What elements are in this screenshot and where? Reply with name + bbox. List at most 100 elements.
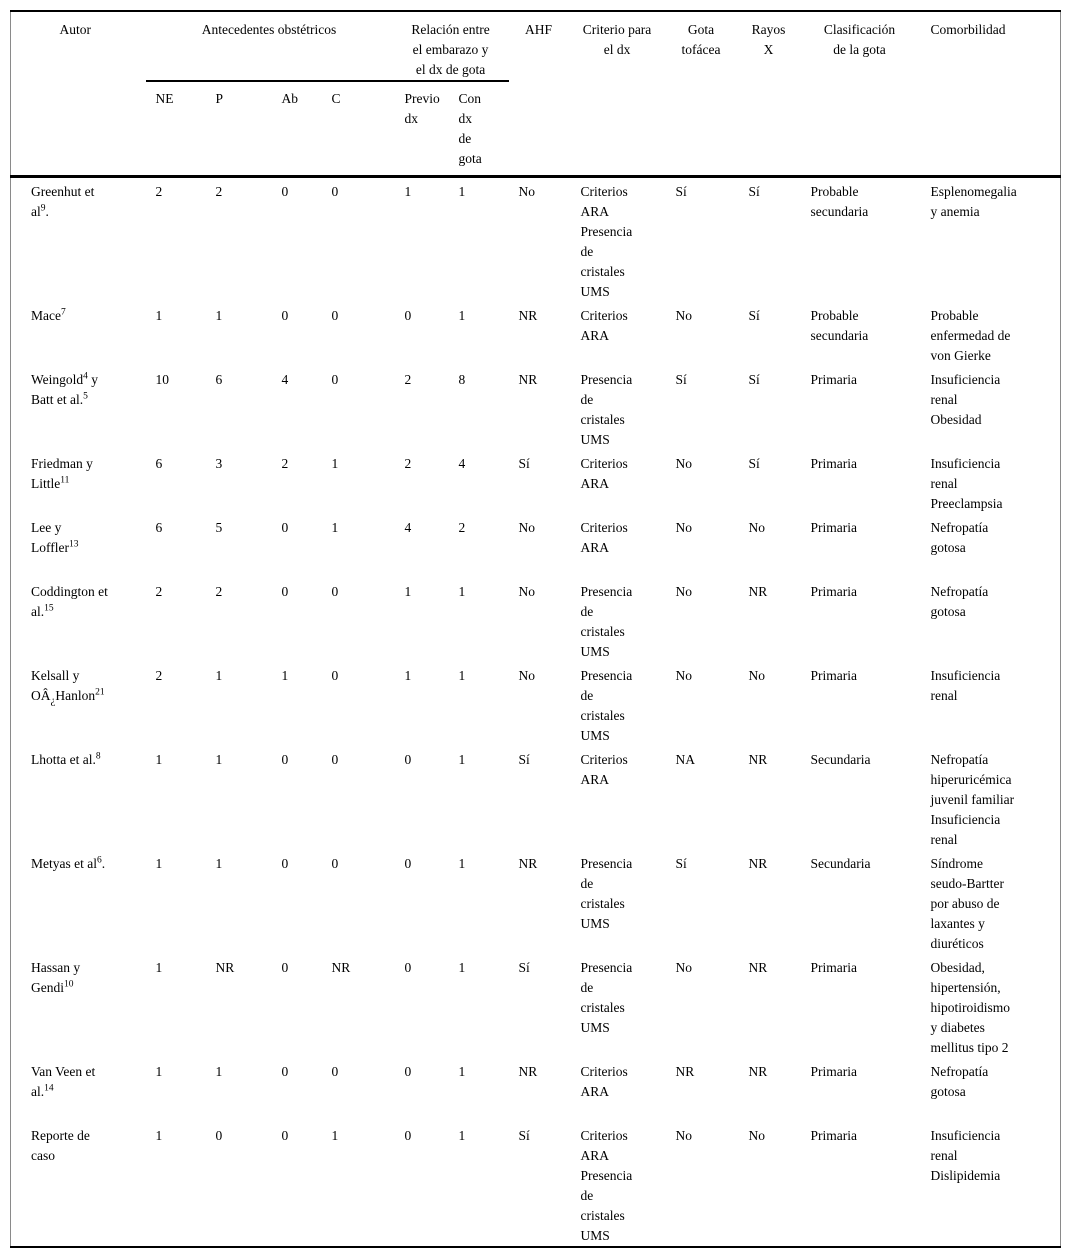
col-header-comorbilidad: Comorbilidad xyxy=(921,11,1061,177)
value-cell-c: 0 xyxy=(331,584,339,599)
autor-cell: Metyas et al6. xyxy=(11,850,146,954)
value-cell-c: 1 xyxy=(331,456,339,471)
value-cell-con-dx: 1 xyxy=(458,856,466,871)
value-cell-ne: 2 xyxy=(155,668,163,683)
autor-cell: Hassan y Gendi10 xyxy=(11,954,146,1058)
value-cell-p: 2 xyxy=(215,584,223,599)
table-row: Van Veen et al.14 1 1 0 0 0 1 NR Criterio… xyxy=(11,1058,1061,1122)
col-header-previo-dx: Previo dx xyxy=(395,81,449,177)
col-header-clasificacion: Clasificación de la gota xyxy=(801,11,921,177)
value-cell-rayos-x: Sí xyxy=(748,372,760,387)
value-cell-con-dx: 1 xyxy=(458,960,466,975)
col-header-criterio-dx: Criterio para el dx xyxy=(571,11,666,177)
col-header-rayos-x-label: Rayos X xyxy=(751,22,786,57)
value-cell-ne: 2 xyxy=(155,584,163,599)
value-cell-con-dx: 1 xyxy=(458,184,466,199)
header-row-groups: Autor Antecedentes obstétricos Relación … xyxy=(11,11,1061,82)
value-cell-ab: 0 xyxy=(281,520,289,535)
table-body: Greenhut et al9. 2 2 0 0 1 1 No Criterios… xyxy=(11,177,1061,1248)
value-cell-con-dx: 1 xyxy=(458,752,466,767)
value-cell-rayos-x: Sí xyxy=(748,308,760,323)
value-cell-criterio-dx: Criterios ARA xyxy=(580,456,628,491)
value-cell-gota-tofacea: No xyxy=(675,308,693,323)
value-cell-comorbilidad: Síndrome seudo-Bartter por abuso de laxa… xyxy=(930,856,1004,951)
value-cell-ahf: NR xyxy=(518,856,538,871)
autor-label: Mace7 xyxy=(31,307,66,323)
value-cell-ahf: NR xyxy=(518,372,538,387)
table-row: Coddington et al.15 2 2 0 0 1 1 No Presen… xyxy=(11,578,1061,662)
value-cell-ahf: No xyxy=(518,520,536,535)
col-header-c-label: C xyxy=(331,91,341,106)
value-cell-con-dx: 1 xyxy=(458,584,466,599)
value-cell-comorbilidad: Nefropatía hiperuricémica juvenil famili… xyxy=(930,752,1015,847)
autor-label: Hassan y Gendi10 xyxy=(31,960,81,995)
col-header-ab-label: Ab xyxy=(281,91,299,106)
value-cell-ahf: No xyxy=(518,584,536,599)
value-cell-rayos-x: No xyxy=(748,1128,766,1143)
col-header-autor: Autor xyxy=(11,11,146,177)
value-cell-gota-tofacea: No xyxy=(675,520,693,535)
value-cell-p: 3 xyxy=(215,456,223,471)
value-cell-gota-tofacea: No xyxy=(675,456,693,471)
value-cell-previo-dx: 0 xyxy=(404,960,412,975)
col-group-antecedentes-obstetricos: Antecedentes obstétricos xyxy=(145,11,395,82)
col-header-p-label: P xyxy=(215,91,224,106)
value-cell-clasificacion: Primaria xyxy=(810,520,858,535)
value-cell-ne: 1 xyxy=(155,1128,163,1143)
value-cell-ne: 10 xyxy=(155,372,170,387)
table-row: Lee y Loffler13 6 5 0 1 4 2 No Criterios … xyxy=(11,514,1061,578)
value-cell-p: 1 xyxy=(215,668,223,683)
value-cell-p: 1 xyxy=(215,752,223,767)
col-header-gota-tofacea: Gota tofácea xyxy=(666,11,739,177)
value-cell-comorbilidad: Nefropatía gotosa xyxy=(930,1064,989,1099)
value-cell-ne: 6 xyxy=(155,456,163,471)
value-cell-previo-dx: 4 xyxy=(404,520,412,535)
value-cell-previo-dx: 0 xyxy=(404,1128,412,1143)
value-cell-p: 2 xyxy=(215,184,223,199)
col-group-antecedentes-label: Antecedentes obstétricos xyxy=(201,22,337,37)
value-cell-previo-dx: 1 xyxy=(404,584,412,599)
value-cell-ne: 1 xyxy=(155,1064,163,1079)
value-cell-rayos-x: NR xyxy=(748,584,768,599)
autor-cell: Lee y Loffler13 xyxy=(11,514,146,578)
value-cell-gota-tofacea: No xyxy=(675,1128,693,1143)
value-cell-gota-tofacea: Sí xyxy=(675,184,687,199)
value-cell-clasificacion: Secundaria xyxy=(810,856,871,871)
value-cell-rayos-x: NR xyxy=(748,1064,768,1079)
value-cell-ab: 0 xyxy=(281,960,289,975)
table-row: Reporte de caso 1 0 0 1 0 1 Sí Criterios … xyxy=(11,1122,1061,1247)
value-cell-con-dx: 1 xyxy=(458,308,466,323)
autor-label: Coddington et al.15 xyxy=(31,584,108,619)
value-cell-clasificacion: Secundaria xyxy=(810,752,871,767)
value-cell-c: 0 xyxy=(331,668,339,683)
value-cell-rayos-x: NR xyxy=(748,752,768,767)
value-cell-rayos-x: NR xyxy=(748,856,768,871)
value-cell-p: 5 xyxy=(215,520,223,535)
col-header-ahf-label: AHF xyxy=(525,22,553,37)
value-cell-previo-dx: 2 xyxy=(404,372,412,387)
value-cell-ab: 0 xyxy=(281,308,289,323)
col-header-ab: Ab xyxy=(272,81,322,177)
value-cell-clasificacion: Primaria xyxy=(810,960,858,975)
table-header: Autor Antecedentes obstétricos Relación … xyxy=(10,11,1061,177)
autor-cell: Kelsall y OÂ¿Hanlon21 xyxy=(11,662,146,746)
table-row: Metyas et al6. 1 1 0 0 0 1 NR Presencia … xyxy=(11,850,1061,954)
value-cell-gota-tofacea: NA xyxy=(675,752,696,767)
value-cell-c: 0 xyxy=(331,372,339,387)
value-cell-criterio-dx: Criterios ARA xyxy=(580,308,628,343)
value-cell-comorbilidad: Nefropatía gotosa xyxy=(930,584,989,619)
value-cell-ab: 1 xyxy=(281,668,289,683)
col-group-relacion-label: Relación entre el embarazo y el dx de go… xyxy=(411,22,490,77)
value-cell-gota-tofacea: No xyxy=(675,960,693,975)
value-cell-con-dx: 2 xyxy=(458,520,466,535)
value-cell-comorbilidad: Probable enfermedad de von Gierke xyxy=(930,308,1011,363)
autor-cell: Mace7 xyxy=(11,302,146,366)
value-cell-ne: 1 xyxy=(155,752,163,767)
col-header-clasificacion-label: Clasificación de la gota xyxy=(823,22,896,57)
autor-label: Weingold4 y Batt et al.5 xyxy=(31,371,99,407)
col-header-autor-label: Autor xyxy=(59,22,92,37)
value-cell-comorbilidad: Insuficiencia renal Dislipidemia xyxy=(930,1128,1001,1183)
value-cell-criterio-dx: Criterios ARA Presencia de cristales UMS xyxy=(580,184,633,299)
value-cell-comorbilidad: Nefropatía gotosa xyxy=(930,520,989,555)
value-cell-ne: 1 xyxy=(155,856,163,871)
